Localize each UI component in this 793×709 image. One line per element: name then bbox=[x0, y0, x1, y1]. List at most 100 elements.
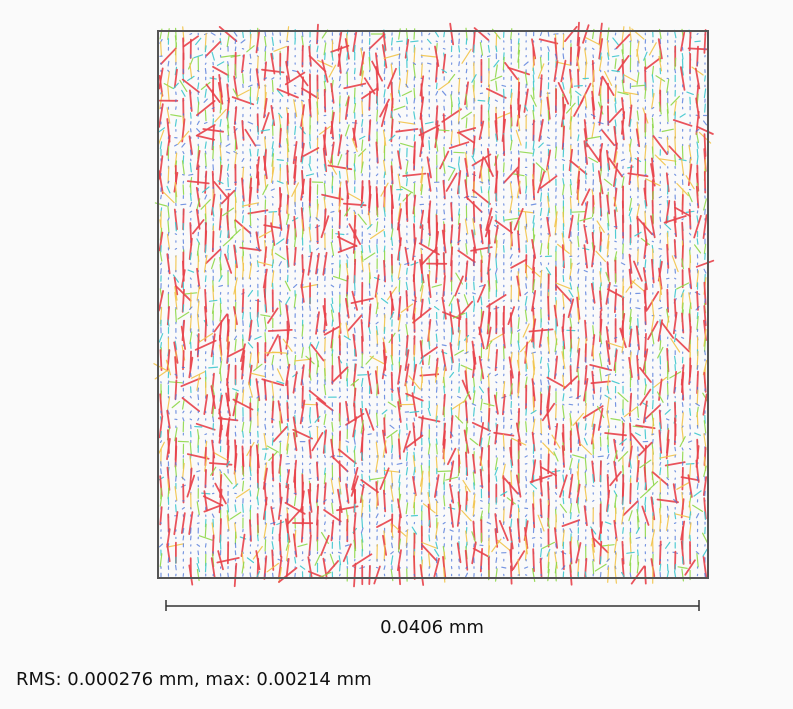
vector-mark bbox=[249, 253, 252, 259]
vector-mark bbox=[637, 403, 639, 406]
vector-mark bbox=[321, 59, 329, 83]
vector-mark bbox=[257, 397, 259, 412]
vector-mark bbox=[524, 373, 528, 376]
vector-mark bbox=[435, 329, 439, 332]
vector-mark bbox=[435, 438, 438, 445]
vector-mark bbox=[419, 355, 425, 365]
vector-mark bbox=[278, 440, 282, 443]
vector-mark bbox=[461, 379, 472, 400]
vector-mark bbox=[524, 455, 528, 458]
vector-mark bbox=[368, 498, 371, 504]
vector-mark bbox=[174, 119, 177, 127]
vector-mark bbox=[187, 269, 195, 273]
vector-mark bbox=[254, 335, 262, 340]
vector-mark bbox=[577, 514, 580, 518]
vector-mark bbox=[309, 430, 312, 438]
vector-mark bbox=[472, 493, 476, 509]
vector-mark bbox=[352, 229, 357, 254]
vector-mark bbox=[167, 220, 170, 233]
vector-mark bbox=[487, 168, 490, 182]
vector-mark bbox=[261, 378, 285, 387]
vector-mark bbox=[613, 336, 618, 339]
vector-mark bbox=[247, 289, 254, 297]
vector-mark bbox=[622, 238, 625, 245]
vector-mark bbox=[441, 296, 447, 320]
vector-mark bbox=[293, 84, 297, 87]
vector-mark bbox=[673, 329, 677, 332]
vector-mark bbox=[264, 35, 267, 47]
vector-mark bbox=[315, 341, 320, 350]
vector-mark bbox=[555, 284, 572, 303]
vector-mark bbox=[495, 240, 498, 258]
vector-mark bbox=[488, 208, 490, 215]
vector-mark bbox=[428, 236, 431, 247]
vector-mark bbox=[278, 261, 282, 267]
vector-mark bbox=[211, 384, 215, 395]
vector-mark bbox=[397, 401, 402, 423]
vector-mark bbox=[301, 347, 304, 359]
vector-mark bbox=[361, 512, 364, 519]
vector-mark bbox=[666, 483, 669, 490]
vector-mark bbox=[405, 97, 408, 105]
vector-mark bbox=[590, 113, 596, 118]
vector-mark bbox=[561, 326, 566, 350]
vector-mark bbox=[339, 303, 341, 313]
vector-mark bbox=[568, 403, 574, 406]
vector-mark bbox=[278, 420, 282, 433]
vector-mark bbox=[629, 458, 632, 469]
vector-mark bbox=[636, 48, 640, 64]
vector-mark bbox=[612, 37, 619, 46]
vector-mark bbox=[376, 412, 379, 427]
vector-mark bbox=[441, 90, 447, 96]
vector-mark bbox=[569, 179, 572, 186]
vector-mark bbox=[353, 429, 356, 439]
vector-mark bbox=[390, 485, 394, 502]
vector-mark bbox=[583, 201, 589, 223]
vector-mark bbox=[623, 406, 638, 418]
vector-mark bbox=[494, 467, 499, 476]
vector-mark bbox=[694, 432, 702, 436]
vector-mark bbox=[465, 27, 468, 41]
vector-mark bbox=[427, 492, 432, 510]
vector-mark bbox=[495, 192, 498, 202]
vector-mark bbox=[204, 244, 207, 254]
vector-mark bbox=[375, 455, 379, 473]
vector-mark bbox=[629, 216, 632, 223]
vector-mark bbox=[461, 48, 472, 64]
vector-mark bbox=[375, 513, 379, 519]
vector-mark bbox=[674, 470, 677, 473]
vector-mark bbox=[172, 82, 179, 90]
vector-mark bbox=[323, 182, 327, 197]
vector-mark bbox=[547, 517, 550, 529]
vector-mark bbox=[309, 407, 311, 417]
vector-mark bbox=[568, 289, 574, 298]
vector-mark bbox=[628, 356, 633, 379]
vector-mark bbox=[292, 416, 298, 438]
vector-mark bbox=[442, 311, 462, 320]
vector-mark bbox=[479, 456, 484, 472]
vector-mark bbox=[681, 447, 684, 451]
vector-mark bbox=[218, 424, 223, 444]
vector-mark bbox=[583, 224, 589, 245]
vector-mark bbox=[397, 237, 402, 261]
vector-mark bbox=[159, 251, 163, 262]
vector-mark bbox=[271, 36, 274, 47]
vector-mark bbox=[456, 170, 462, 195]
vector-mark bbox=[458, 261, 460, 266]
vector-mark bbox=[397, 113, 401, 118]
vector-mark bbox=[368, 475, 371, 482]
vector-mark bbox=[622, 408, 624, 416]
vector-mark bbox=[400, 303, 414, 313]
vector-mark bbox=[204, 523, 207, 538]
vector-mark bbox=[335, 233, 345, 236]
vector-mark bbox=[435, 40, 438, 43]
vector-mark bbox=[457, 131, 476, 144]
vector-mark bbox=[309, 216, 311, 223]
vector-mark bbox=[621, 337, 625, 353]
vector-mark bbox=[643, 187, 648, 207]
vector-mark bbox=[256, 96, 259, 105]
vector-mark bbox=[195, 124, 216, 137]
vector-mark bbox=[695, 513, 700, 519]
vector-mark bbox=[241, 421, 245, 432]
vector-mark bbox=[397, 263, 402, 279]
